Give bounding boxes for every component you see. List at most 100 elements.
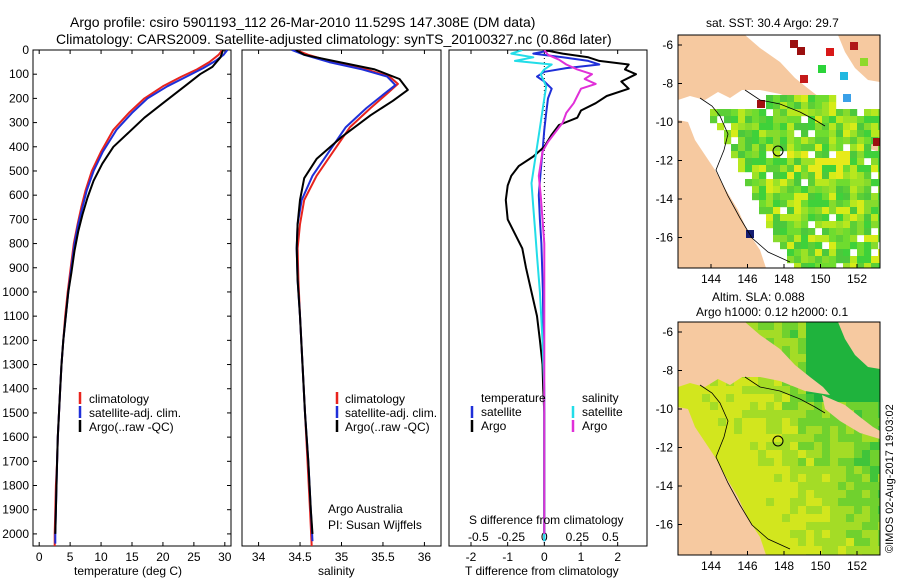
sla-cell <box>766 546 775 555</box>
sst-cell <box>773 130 781 138</box>
sla-cell <box>814 498 823 507</box>
sla-cell <box>758 330 767 339</box>
y-tick-label: 700 <box>9 212 29 226</box>
sst-cell <box>759 137 767 145</box>
sla-cell <box>862 514 871 523</box>
y-tick-label: 100 <box>9 67 29 81</box>
sla-cell <box>710 378 719 387</box>
sla-cell <box>806 346 815 355</box>
sst-cell <box>864 109 872 117</box>
sst-cell <box>773 186 781 194</box>
sst-cell <box>794 214 802 222</box>
sst-cell <box>843 94 851 102</box>
sla-cell <box>782 530 791 539</box>
sst-cell <box>815 137 823 145</box>
sst-cell <box>878 165 880 173</box>
sst-cell <box>857 242 865 250</box>
sst-cell <box>822 235 830 243</box>
sla-cell <box>878 474 880 483</box>
sst-cell <box>766 207 774 215</box>
sla-cell <box>806 402 815 411</box>
sla-cell <box>870 538 879 547</box>
sla-cell <box>734 474 743 483</box>
sla-cell <box>726 426 735 435</box>
sla-cell <box>726 450 735 459</box>
sla-cell <box>790 538 799 547</box>
sst-cell <box>808 249 816 257</box>
sla-cell <box>830 450 839 459</box>
sst-cell <box>787 207 795 215</box>
sla-cell <box>822 354 831 363</box>
sla-cell <box>862 410 871 419</box>
sla-cell <box>814 434 823 443</box>
sst-cell <box>871 109 879 117</box>
map-x-tick-label: 146 <box>737 272 757 286</box>
sst-cell <box>801 137 809 145</box>
x-tick-label: 5 <box>67 550 74 564</box>
sst-map-frame <box>677 34 881 269</box>
sla-cell <box>782 538 791 547</box>
sst-cell <box>871 116 879 124</box>
map-y-tick-label: -10 <box>656 402 674 416</box>
sla-map-title-line1: Altim. SLA: 0.088 <box>712 290 805 304</box>
sla-cell <box>750 426 759 435</box>
sla-cell <box>758 322 767 331</box>
legend-label-t-satellite: satellite <box>481 405 522 419</box>
sla-cell <box>838 330 847 339</box>
sst-cell <box>864 144 872 152</box>
sst-cell <box>794 186 802 194</box>
sst-cell <box>773 221 781 229</box>
sla-cell <box>822 386 831 395</box>
sst-cell <box>787 221 795 229</box>
sla-cell <box>718 458 727 467</box>
sla-cell <box>782 514 791 523</box>
sla-cell <box>870 530 879 539</box>
sla-cell <box>822 338 831 347</box>
temperature-panel <box>32 49 232 547</box>
sla-cell <box>814 402 823 411</box>
y-tick-label: 1900 <box>2 503 29 517</box>
sst-cell <box>752 193 760 201</box>
sla-cell <box>854 514 863 523</box>
sst-cell <box>759 158 767 166</box>
legend-label-s-argo: Argo <box>582 419 608 433</box>
sla-cell <box>774 338 783 347</box>
sst-cell <box>864 137 872 145</box>
sst-cell <box>829 109 837 117</box>
sla-bathy-contour <box>699 384 791 550</box>
sla-cell <box>790 426 799 435</box>
y-tick-label: 300 <box>9 116 29 130</box>
series-group <box>53 50 229 546</box>
sla-cell <box>742 410 751 419</box>
sst-cell <box>759 151 767 159</box>
sst-cell <box>808 214 816 222</box>
sst-cell <box>857 158 865 166</box>
sst-cell <box>822 151 830 159</box>
sst-cell <box>787 193 795 201</box>
sla-cell <box>782 418 791 427</box>
sla-cell <box>830 322 839 331</box>
sla-cell <box>814 530 823 539</box>
sla-cell <box>798 538 807 547</box>
sla-cell <box>822 442 831 451</box>
sla-cell <box>814 362 823 371</box>
sla-cell <box>806 514 815 523</box>
sla-cell <box>734 466 743 475</box>
sst-cell <box>801 144 809 152</box>
sla-cell <box>790 458 799 467</box>
sla-cell <box>758 418 767 427</box>
sst-cell <box>878 256 880 264</box>
sla-cell <box>862 466 871 475</box>
sla-cell <box>830 490 839 499</box>
sst-cell <box>759 116 767 124</box>
sst-cell <box>850 151 858 159</box>
sla-cell <box>814 346 823 355</box>
sst-cell <box>864 200 872 208</box>
sst-cell <box>864 123 872 131</box>
sla-cell <box>790 434 799 443</box>
sst-cell <box>773 207 781 215</box>
sst-cell <box>843 109 851 117</box>
map-y-tick-label: -10 <box>656 115 674 129</box>
sst-cell <box>808 144 816 152</box>
sla-cell <box>854 530 863 539</box>
